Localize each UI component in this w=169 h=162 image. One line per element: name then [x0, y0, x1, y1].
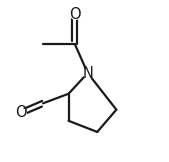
Text: O: O	[69, 7, 81, 22]
Text: O: O	[15, 105, 27, 120]
Text: N: N	[82, 66, 93, 81]
